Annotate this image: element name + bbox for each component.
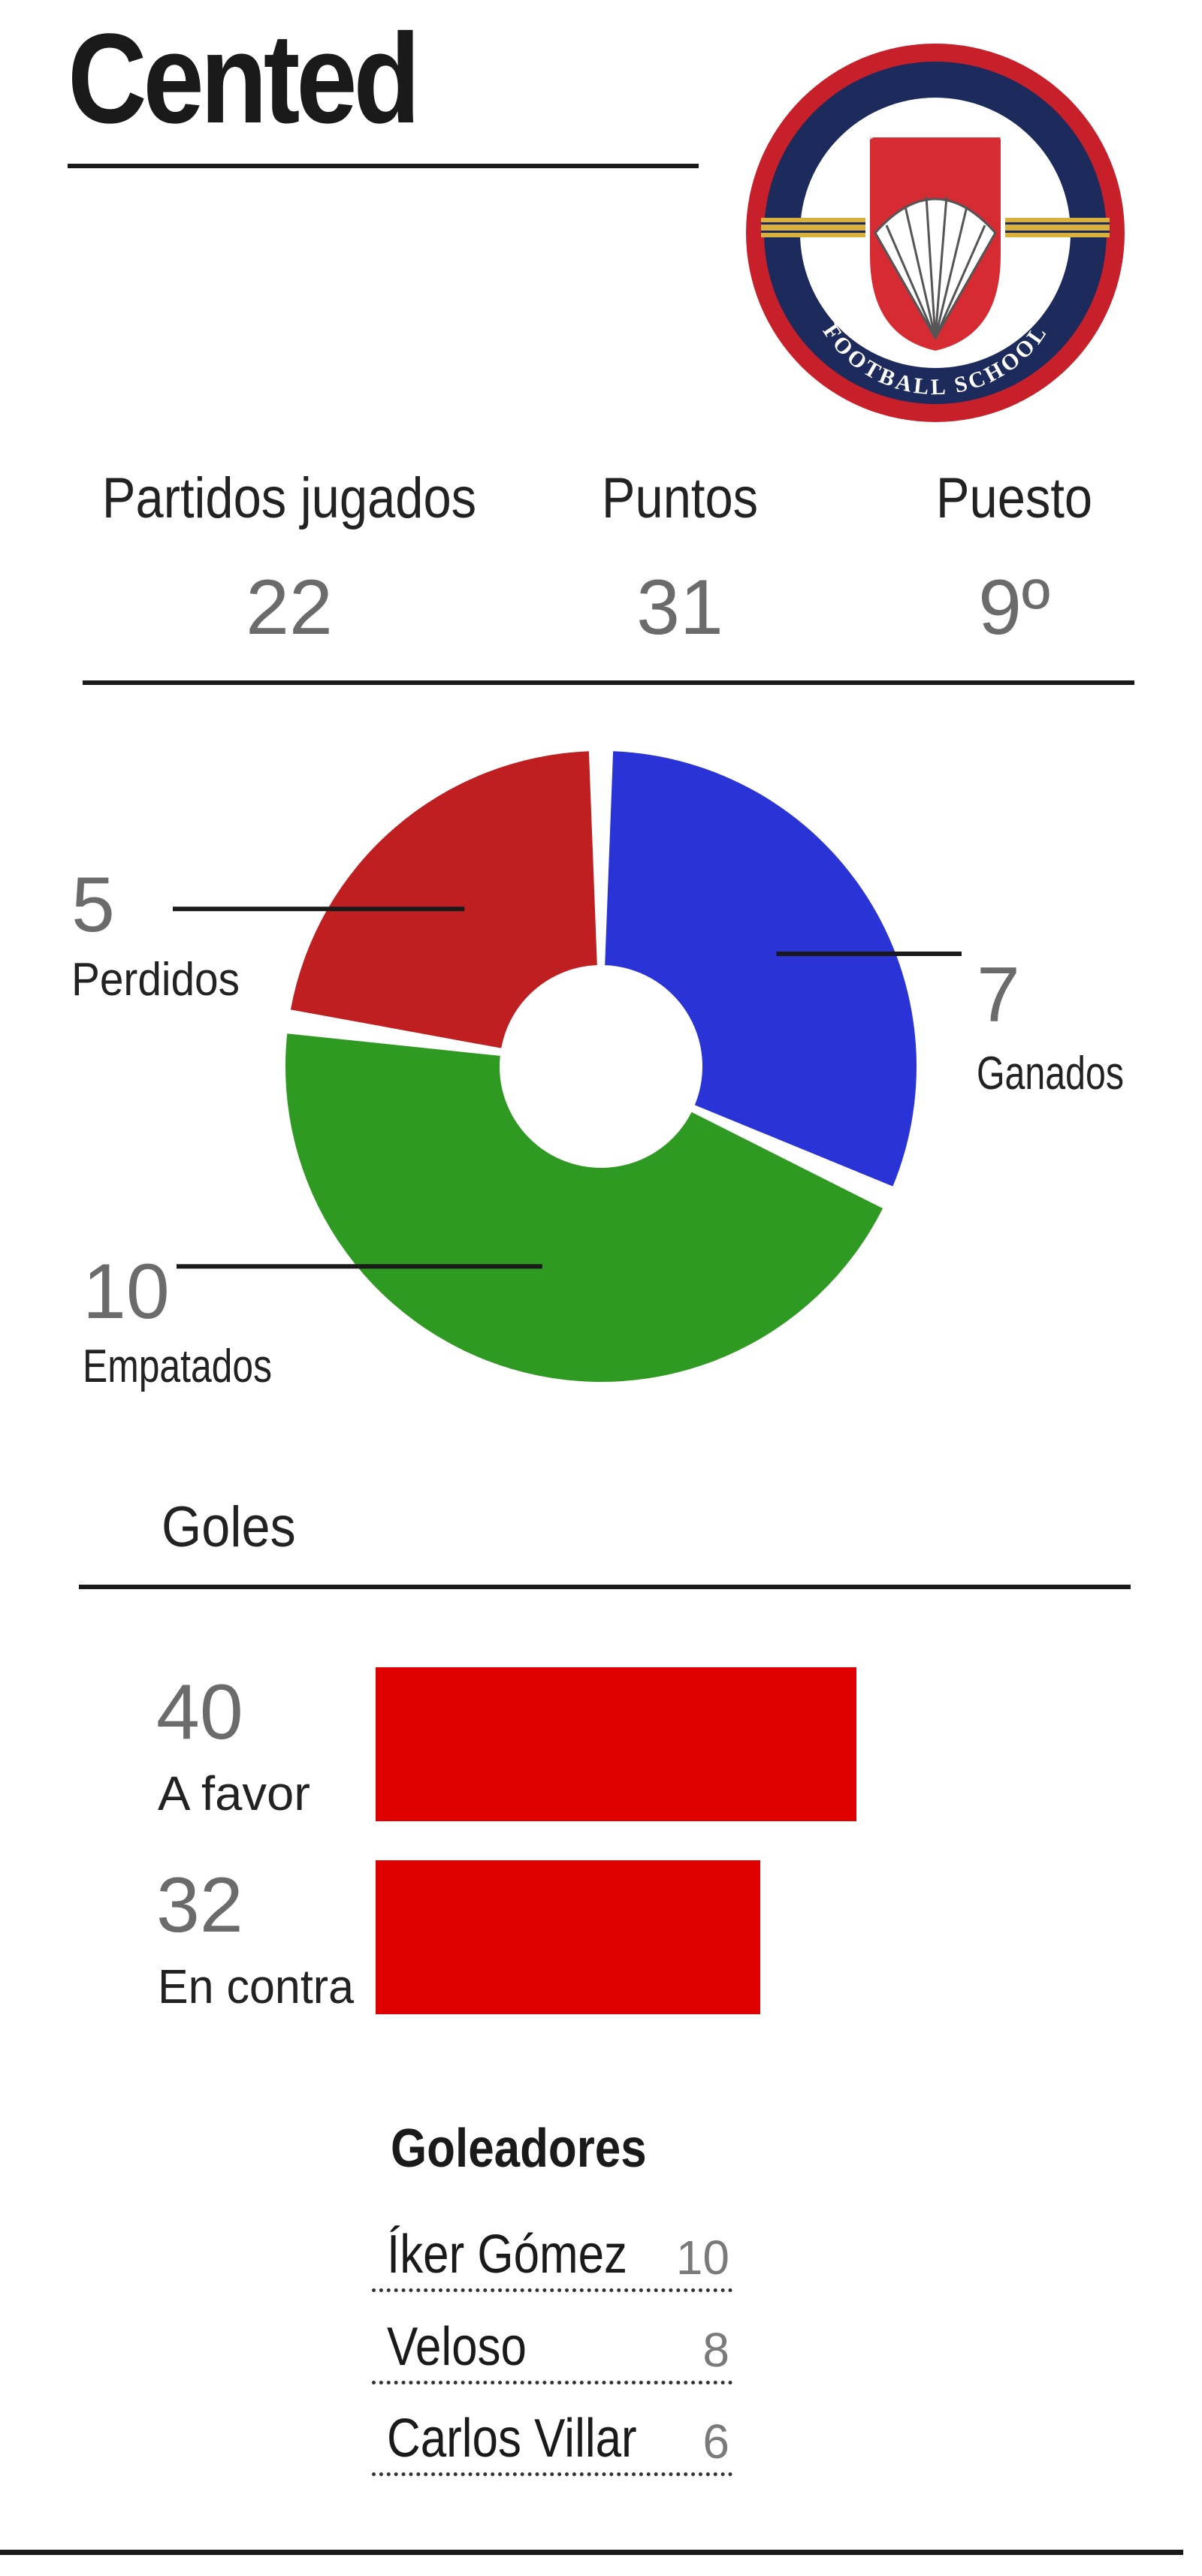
goles-title: Goles [162, 1495, 296, 1559]
slice-label-perdidos: Perdidos [71, 954, 240, 1006]
slice-value-empatados: 10 [83, 1248, 170, 1335]
scorer-row: Carlos Villar 6 [372, 2403, 732, 2476]
scorer-name: Veloso [387, 2317, 527, 2377]
title-underline [68, 164, 699, 168]
slice-label-empatados: Empatados [83, 1341, 272, 1392]
slice-value-ganados: 7 [977, 952, 1020, 1039]
stat-value-puesto: 9º [978, 564, 1050, 651]
goals-bar-a-favor [376, 1667, 856, 1821]
goals-bar-en-contra [376, 1860, 760, 2014]
goals-label: A favor [158, 1766, 310, 1820]
slice-label-ganados: Ganados [977, 1048, 1124, 1099]
slice-value-perdidos: 5 [71, 861, 115, 949]
scorer-row: Veloso 8 [372, 2312, 732, 2384]
stat-value-partidos: 22 [246, 564, 333, 651]
scorers-title: Goleadores [391, 2119, 647, 2179]
scorer-goals: 10 [675, 2231, 729, 2285]
stat-label-puntos: Puntos [601, 466, 759, 530]
bottom-divider [0, 2550, 1183, 2555]
scorer-name: Íker Gómez [387, 2225, 628, 2285]
scorer-name: Carlos Villar [387, 2409, 637, 2469]
goals-value: 40 [156, 1669, 243, 1756]
stats-divider [83, 680, 1134, 685]
scallop-shell-icon [874, 196, 997, 341]
donut-slice-empatados [285, 1033, 883, 1383]
donut-slice-perdidos [290, 751, 597, 1048]
goals-value: 32 [156, 1862, 243, 1949]
crest-logo: CENTED ACADEMY FOOTBALL SCHOOL [746, 44, 1125, 422]
scorer-goals: 6 [702, 2415, 729, 2469]
goles-divider [79, 1585, 1131, 1589]
stat-label-partidos: Partidos jugados [101, 466, 477, 530]
stat-label-puesto: Puesto [935, 466, 1093, 530]
goals-label: En contra [158, 1959, 354, 2013]
donut-slice-ganados [605, 751, 917, 1187]
scorer-row: Íker Gómez 10 [372, 2219, 732, 2292]
stat-value-puntos: 31 [636, 564, 723, 651]
scorer-goals: 8 [702, 2323, 729, 2377]
goals-bar-chart: 40 A favor 32 En contra [156, 1667, 856, 2014]
team-name: Cented [68, 8, 421, 150]
